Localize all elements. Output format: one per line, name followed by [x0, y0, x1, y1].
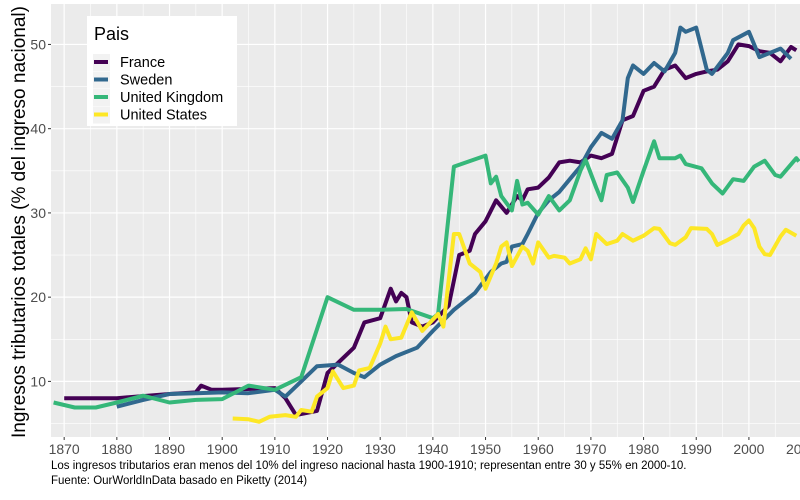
- x-tick-label: 1940: [417, 441, 448, 457]
- x-tick-label: 1950: [470, 441, 501, 457]
- x-tick-label: 1890: [154, 441, 185, 457]
- axes: 10 20 30 40 50 1870 1880 1890 1900 1910 1920 1930 19…: [30, 36, 800, 457]
- x-tick-label: 2010: [786, 441, 800, 457]
- x-tick-label: 1990: [681, 441, 712, 457]
- x-tick-label: 1880: [101, 441, 132, 457]
- x-tick-label: 1910: [259, 441, 290, 457]
- series-lines: [53, 25, 800, 424]
- legend-label: United Kingdom: [120, 90, 223, 106]
- caption-note: Los ingresos tributarios eran menos del …: [51, 460, 687, 472]
- y-tick-label: 40: [30, 121, 46, 137]
- gridlines: [51, 4, 800, 437]
- x-tick-label: 1920: [312, 441, 343, 457]
- y-axis-label: Ingresos tributarios totales (% del ingr…: [9, 6, 30, 438]
- legend-label: Sweden: [120, 73, 172, 89]
- caption-source: Fuente: OurWorldInData basado en Piketty…: [51, 475, 308, 487]
- x-tick-label: 1980: [628, 441, 659, 457]
- y-tick-label: 30: [30, 205, 46, 221]
- x-tick-label: 1970: [575, 441, 606, 457]
- x-tick-label: 2000: [733, 441, 764, 457]
- y-tick-label: 20: [30, 289, 46, 305]
- x-tick-label: 1900: [207, 441, 238, 457]
- series-line-united-states: [232, 218, 798, 424]
- x-tick-label: 1930: [365, 441, 396, 457]
- x-tick-label: 1960: [523, 441, 554, 457]
- y-tick-label: 10: [30, 373, 46, 389]
- legend-label: France: [120, 55, 165, 71]
- y-tick-label: 50: [30, 36, 46, 52]
- series-line-united-kingdom: [53, 139, 800, 410]
- legend-title: Pais: [94, 24, 129, 44]
- x-tick-label: 1870: [49, 441, 80, 457]
- legend-label: United States: [120, 108, 207, 124]
